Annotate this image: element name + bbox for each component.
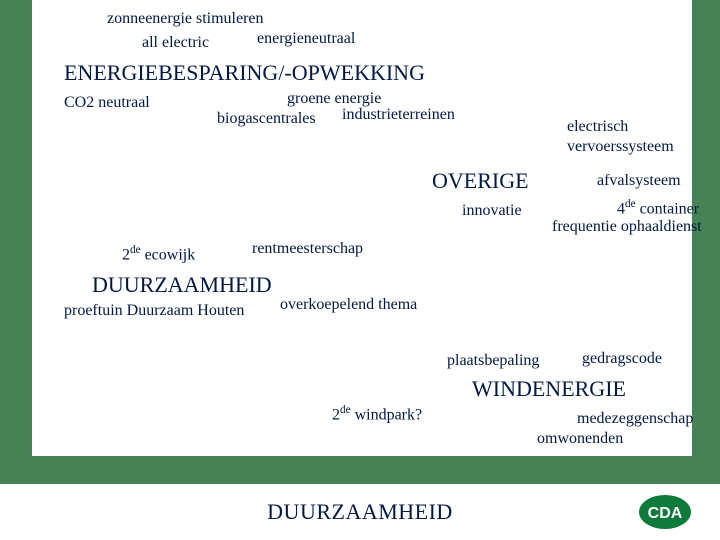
- word-ecowijk_html: 2de ecowijk: [122, 244, 195, 264]
- word-heading_windenergie: WINDENERGIE: [472, 376, 626, 402]
- logo-cda: CDA: [638, 494, 692, 530]
- svg-text:CDA: CDA: [648, 505, 683, 522]
- word-industrieterreinen: industrieterreinen: [342, 106, 455, 124]
- word-overkoepelend: overkoepelend thema: [280, 296, 417, 314]
- word-heading_duurzaam: DUURZAAMHEID: [92, 272, 272, 298]
- word-medezeggenschap: medezeggenschap: [577, 410, 693, 428]
- word-container4de_html: 4de container: [617, 198, 699, 218]
- word-energieneutraal: energieneutraal: [257, 30, 355, 48]
- word-electrisch_vervoer2: vervoerssysteem: [567, 138, 674, 156]
- word-cloud: zonneenergie stimuleren all electric energ…: [32, 0, 692, 456]
- word-proeftuin: proeftuin Duurzaam Houten: [64, 302, 244, 320]
- bottom-title: DUURZAAMHEID: [267, 499, 453, 525]
- word-afvalsysteem: afvalsysteem: [597, 172, 681, 190]
- word-heading_overige: OVERIGE: [432, 168, 529, 194]
- word-rentmeesterschap: rentmeesterschap: [252, 240, 363, 258]
- word-gedragscode: gedragscode: [582, 350, 662, 368]
- word-zonneenergie: zonneenergie stimuleren: [107, 10, 264, 28]
- word-windpark_html: 2de windpark?: [332, 404, 422, 424]
- word-biogascentrales: biogascentrales: [217, 110, 316, 128]
- bottom-bar: DUURZAAMHEID CDA: [0, 484, 720, 540]
- word-heading_energie: ENERGIEBESPARING/-OPWEKKING: [64, 60, 425, 86]
- word-electrisch_vervoer: electrisch: [567, 118, 628, 136]
- word-omwonenden: omwonenden: [537, 430, 623, 448]
- word-plaatsbepaling: plaatsbepaling: [447, 352, 539, 370]
- word-co2_neutraal: CO2 neutraal: [64, 94, 150, 112]
- word-all_electric: all electric: [142, 34, 209, 52]
- word-freq_ophaaldienst: frequentie ophaaldienst: [552, 218, 702, 236]
- word-innovatie: innovatie: [462, 202, 522, 220]
